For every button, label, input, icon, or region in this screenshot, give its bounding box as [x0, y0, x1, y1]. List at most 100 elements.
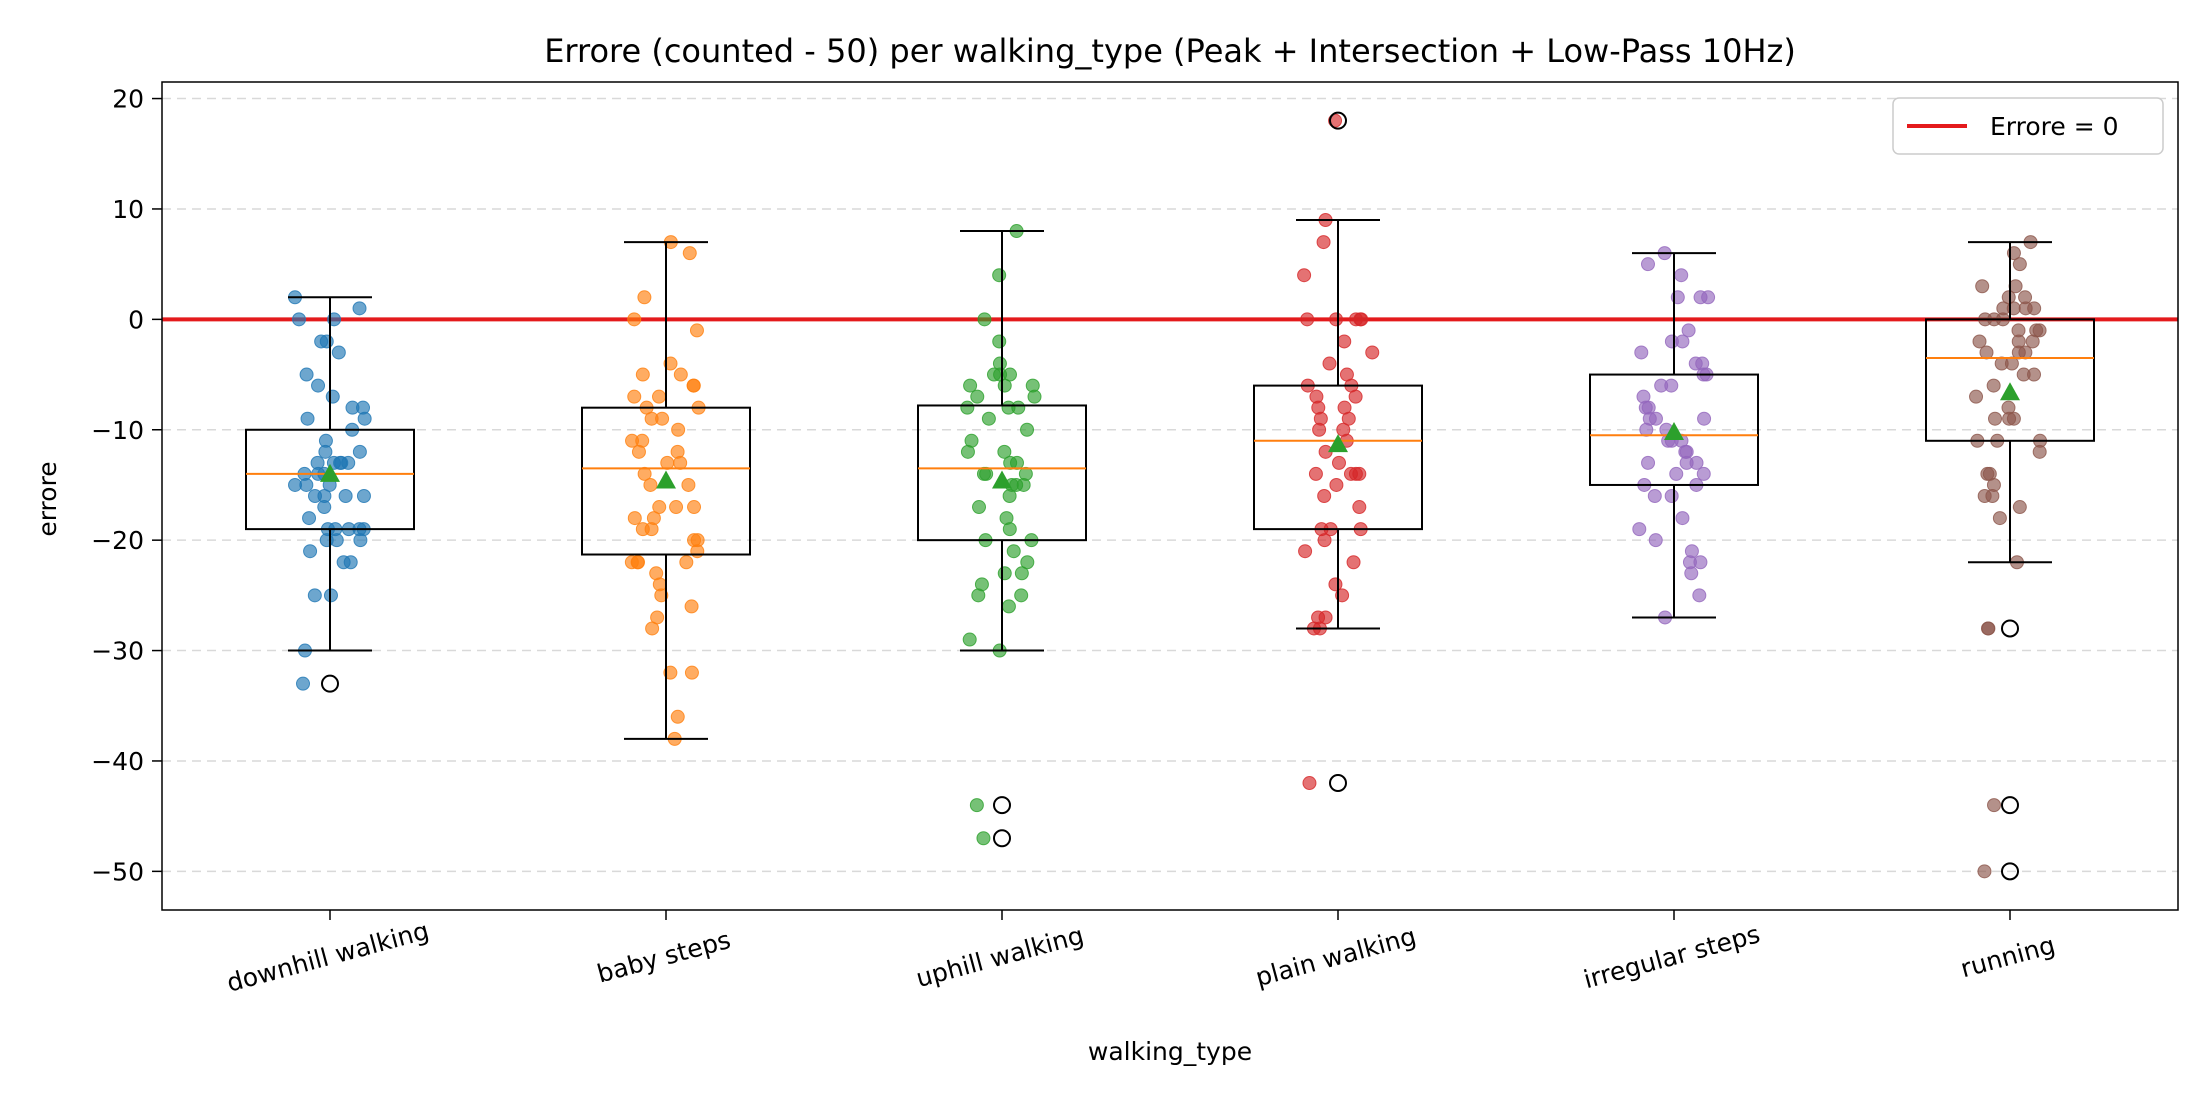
data-point — [655, 411, 670, 426]
data-point — [1020, 555, 1035, 570]
data-point — [1316, 235, 1331, 250]
data-point — [976, 831, 991, 846]
data-point — [686, 378, 701, 393]
data-point — [2016, 367, 2031, 382]
data-point — [625, 433, 640, 448]
data-point — [1300, 312, 1315, 327]
data-point — [663, 356, 678, 371]
data-point — [299, 477, 314, 492]
data-point — [1674, 268, 1689, 283]
data-point — [1002, 489, 1017, 503]
mean-marker — [656, 470, 676, 489]
data-point — [1980, 466, 1995, 481]
data-point — [1985, 489, 2000, 503]
box-irregular-steps — [1589, 252, 1759, 619]
data-point — [1006, 544, 1021, 559]
data-point — [303, 544, 318, 559]
chart-title: Errore (counted - 50) per walking_type (… — [544, 32, 1796, 70]
outlier-marker — [1329, 111, 1347, 130]
data-point — [345, 400, 360, 415]
data-point — [1684, 566, 1699, 581]
data-point — [1011, 400, 1026, 415]
data-point — [319, 533, 334, 548]
data-point — [1322, 356, 1337, 371]
data-point — [1329, 312, 1344, 327]
data-point — [684, 599, 699, 614]
data-point — [687, 500, 702, 515]
data-point — [1675, 511, 1690, 526]
data-point — [643, 477, 658, 492]
data-point — [1664, 334, 1679, 349]
data-point — [690, 544, 705, 559]
outlier-marker — [993, 829, 1011, 848]
y-tick-label: −20 — [91, 526, 144, 555]
data-point — [1975, 279, 1990, 294]
data-point — [1014, 566, 1029, 581]
data-point — [681, 477, 696, 492]
mean-marker — [1328, 434, 1348, 453]
data-point — [1027, 389, 1042, 404]
data-point — [631, 444, 646, 459]
box-running — [1925, 241, 2095, 881]
data-point — [992, 268, 1007, 283]
data-point — [663, 665, 678, 680]
data-point — [669, 500, 684, 515]
data-point — [627, 511, 642, 526]
data-point — [331, 345, 346, 360]
data-point — [1302, 776, 1317, 791]
mean-marker — [1664, 421, 1684, 440]
data-point — [2006, 411, 2021, 426]
data-point — [296, 676, 311, 691]
data-point — [1969, 389, 1984, 404]
data-point — [1002, 522, 1017, 537]
data-point — [679, 555, 694, 570]
data-point — [307, 489, 322, 503]
data-point — [1337, 334, 1352, 349]
data-point — [684, 665, 699, 680]
data-point — [1648, 533, 1663, 548]
data-point — [352, 301, 367, 316]
data-point — [292, 312, 307, 327]
data-point — [1352, 500, 1367, 515]
data-point — [689, 323, 704, 338]
data-point — [671, 422, 686, 437]
iqr-box — [581, 406, 751, 556]
data-point — [1346, 555, 1361, 570]
outlier-marker — [2001, 796, 2019, 815]
y-axis-title: errore — [33, 461, 62, 536]
outlier-marker — [2001, 862, 2019, 881]
y-tick-label: 20 — [112, 85, 144, 114]
data-point — [1696, 466, 1711, 481]
data-point — [997, 444, 1012, 459]
data-point — [317, 500, 332, 515]
data-point — [972, 500, 987, 515]
mean-marker — [992, 470, 1012, 489]
data-point — [2012, 257, 2027, 272]
data-point — [2032, 444, 2047, 459]
data-point — [1634, 345, 1649, 360]
data-point — [1980, 621, 1995, 636]
data-point — [1312, 422, 1327, 437]
data-point — [1331, 455, 1346, 470]
data-point — [1348, 389, 1363, 404]
data-point — [970, 389, 985, 404]
data-point — [307, 588, 322, 603]
data-point — [353, 533, 368, 548]
iqr-box — [1589, 373, 1759, 486]
y-tick-label: 0 — [128, 305, 144, 334]
data-point — [1343, 466, 1358, 481]
data-point — [1972, 334, 1987, 349]
data-point — [1664, 489, 1679, 503]
outlier-marker — [321, 674, 339, 693]
y-tick-label: −40 — [91, 747, 144, 776]
data-point — [637, 290, 652, 305]
data-point — [960, 400, 975, 415]
data-point — [654, 588, 669, 603]
x-axis-title: walking_type — [1088, 1037, 1252, 1066]
data-point — [1640, 257, 1655, 272]
data-point — [673, 367, 688, 382]
data-point — [1020, 422, 1035, 437]
data-point — [311, 378, 326, 393]
data-point — [652, 500, 667, 515]
